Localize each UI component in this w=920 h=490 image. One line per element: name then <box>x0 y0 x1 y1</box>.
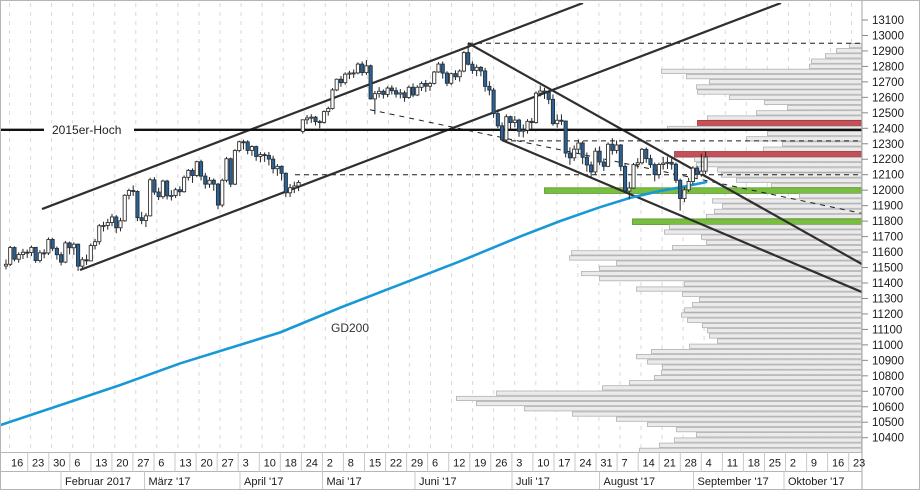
svg-text:21: 21 <box>664 458 676 470</box>
svg-text:7: 7 <box>622 458 628 470</box>
svg-text:10: 10 <box>264 458 276 470</box>
svg-text:12000: 12000 <box>872 185 904 197</box>
svg-text:28: 28 <box>685 458 697 470</box>
svg-text:11800: 11800 <box>872 216 903 228</box>
svg-text:12100: 12100 <box>872 170 904 182</box>
svg-text:3: 3 <box>516 458 522 470</box>
svg-text:10400: 10400 <box>872 433 904 445</box>
svg-text:2: 2 <box>790 458 796 470</box>
svg-text:16: 16 <box>832 458 844 470</box>
svg-text:März '17: März '17 <box>149 476 191 488</box>
svg-text:14: 14 <box>643 458 655 470</box>
svg-text:12200: 12200 <box>872 154 904 166</box>
svg-text:August '17: August '17 <box>604 476 656 488</box>
svg-text:31: 31 <box>600 458 612 470</box>
svg-text:26: 26 <box>495 458 507 470</box>
svg-text:8: 8 <box>348 458 354 470</box>
svg-text:23: 23 <box>853 458 865 470</box>
svg-text:13: 13 <box>95 458 107 470</box>
x-axis: 16 23 30 6 13 20 27 6 13 20 27 3 10 18 24 2 8 15 22 29 6 12 19… <box>0 452 865 489</box>
svg-text:September '17: September '17 <box>698 476 769 488</box>
y-axis: 13100 13000 12900 12800 12700 12600 12500 12400… <box>861 0 904 490</box>
svg-text:20: 20 <box>116 458 128 470</box>
dashed-support-resistance-lines <box>295 42 862 214</box>
svg-text:11200: 11200 <box>872 309 903 321</box>
svg-text:16: 16 <box>11 458 23 470</box>
high-2015-label: 2015er-Hoch <box>52 123 121 137</box>
svg-text:10: 10 <box>537 458 549 470</box>
svg-text:10800: 10800 <box>872 371 904 383</box>
svg-text:11500: 11500 <box>872 263 903 275</box>
svg-text:13000: 13000 <box>872 30 904 42</box>
svg-text:11: 11 <box>727 458 738 470</box>
svg-text:10700: 10700 <box>872 386 904 398</box>
svg-text:2: 2 <box>327 458 333 470</box>
svg-text:11400: 11400 <box>872 278 903 290</box>
svg-text:19: 19 <box>474 458 486 470</box>
svg-text:15: 15 <box>369 458 381 470</box>
svg-text:11900: 11900 <box>872 201 903 213</box>
svg-text:Mai '17: Mai '17 <box>327 476 362 488</box>
svg-text:11700: 11700 <box>872 232 903 244</box>
svg-text:18: 18 <box>285 458 297 470</box>
svg-text:27: 27 <box>137 458 149 470</box>
gd200-line <box>1 180 708 427</box>
svg-text:23: 23 <box>32 458 44 470</box>
trend-lines <box>41 3 862 294</box>
svg-text:6: 6 <box>74 458 80 470</box>
svg-text:9: 9 <box>811 458 817 470</box>
volume-profile <box>456 43 862 452</box>
svg-text:10600: 10600 <box>872 402 904 414</box>
svg-text:10900: 10900 <box>872 355 904 367</box>
svg-text:Oktober '17: Oktober '17 <box>788 476 845 488</box>
svg-text:12500: 12500 <box>872 108 904 120</box>
svg-text:27: 27 <box>222 458 234 470</box>
svg-text:12700: 12700 <box>872 77 904 89</box>
gd200-label: GD200 <box>331 321 369 335</box>
support-from-june-low <box>501 139 862 294</box>
svg-text:30: 30 <box>53 458 65 470</box>
svg-text:20: 20 <box>201 458 213 470</box>
svg-text:12400: 12400 <box>872 123 904 135</box>
svg-text:12300: 12300 <box>872 139 904 151</box>
candlesticks <box>3 43 708 271</box>
svg-text:24: 24 <box>306 458 318 470</box>
svg-text:18: 18 <box>748 458 760 470</box>
svg-text:Juni '17: Juni '17 <box>419 476 457 488</box>
high-2015-label-bg <box>44 123 134 137</box>
svg-text:11600: 11600 <box>872 247 903 259</box>
svg-text:24: 24 <box>579 458 591 470</box>
svg-text:17: 17 <box>558 458 570 470</box>
svg-text:3: 3 <box>243 458 249 470</box>
svg-text:13: 13 <box>179 458 191 470</box>
svg-text:25: 25 <box>769 458 781 470</box>
svg-text:12600: 12600 <box>872 92 904 104</box>
svg-text:6: 6 <box>158 458 164 470</box>
resistance-from-june-high <box>467 42 862 266</box>
svg-text:Juli '17: Juli '17 <box>516 476 550 488</box>
svg-text:11100: 11100 <box>872 324 902 336</box>
svg-text:12900: 12900 <box>872 46 904 58</box>
svg-text:6: 6 <box>432 458 438 470</box>
svg-text:29: 29 <box>411 458 423 470</box>
svg-text:22: 22 <box>390 458 402 470</box>
channel-upper <box>41 3 584 211</box>
svg-text:Februar 2017: Februar 2017 <box>65 476 131 488</box>
svg-text:11000: 11000 <box>872 340 903 352</box>
svg-text:10500: 10500 <box>872 417 904 429</box>
svg-text:11300: 11300 <box>872 293 903 305</box>
svg-text:12: 12 <box>453 458 465 470</box>
svg-text:12800: 12800 <box>872 61 904 73</box>
channel-lower <box>79 3 782 272</box>
svg-text:4: 4 <box>706 458 712 470</box>
svg-text:13100: 13100 <box>872 15 904 27</box>
svg-text:April '17: April '17 <box>244 476 283 488</box>
